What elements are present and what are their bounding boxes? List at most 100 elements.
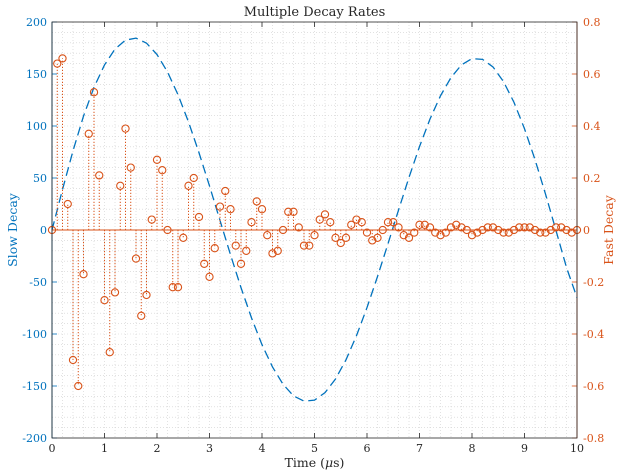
fast-decay-marker: [567, 228, 576, 237]
x-tick-label: 7: [416, 442, 423, 455]
fast-decay-marker: [399, 231, 408, 240]
right-y-tick-label: 0.8: [583, 16, 601, 29]
fast-decay-marker: [431, 228, 440, 237]
fast-decay-marker: [163, 225, 172, 235]
right-y-tick-label: -0.8: [583, 432, 604, 445]
fast-decay-marker: [236, 259, 246, 268]
fast-decay-marker: [284, 207, 293, 216]
fast-decay-marker: [494, 225, 503, 235]
fast-decay-marker: [347, 220, 356, 229]
left-y-tick-label: 200: [26, 16, 47, 29]
fast-decay-marker: [95, 171, 104, 180]
fast-decay-marker: [425, 223, 435, 232]
left-y-tick-label: 100: [26, 120, 47, 133]
fast-decay-marker: [84, 129, 93, 138]
x-axis-label-pre: Time (: [285, 455, 325, 470]
fast-decay-marker: [467, 231, 477, 240]
fast-decay-marker: [189, 173, 198, 183]
fast-decay-marker: [121, 124, 130, 133]
right-y-tick-label: 0.4: [583, 120, 601, 133]
fast-decay-marker: [415, 220, 424, 229]
fast-decay-marker: [378, 225, 387, 235]
fast-decay-marker: [478, 225, 487, 235]
fast-decay-marker: [257, 205, 267, 214]
x-tick-label: 2: [154, 442, 161, 455]
fast-decay-marker: [158, 166, 167, 175]
right-y-tick-label: -0.4: [583, 328, 604, 341]
x-tick-label: 5: [311, 442, 318, 455]
fast-decay-marker: [205, 272, 214, 281]
x-tick-label: 8: [469, 442, 476, 455]
x-tick-label: 9: [521, 442, 528, 455]
fast-decay-marker: [473, 228, 482, 237]
x-axis-label-post: s): [333, 455, 344, 470]
fast-decay-marker: [142, 290, 151, 300]
left-y-tick-label: -50: [29, 276, 47, 289]
fast-decay-marker: [100, 296, 109, 305]
fast-decay-marker: [462, 225, 471, 235]
x-axis-label-mu: μ: [325, 455, 333, 470]
slow-decay-line: [51, 37, 578, 402]
fast-decay-marker: [310, 231, 319, 240]
fast-decay-marker: [58, 54, 67, 63]
right-y-tick-label: 0.6: [583, 68, 601, 81]
fast-decay-marker: [352, 215, 361, 224]
fast-decay-marker: [131, 254, 141, 263]
left-y-tick-label: 150: [26, 68, 47, 81]
x-tick-label: 6: [364, 442, 371, 455]
fast-decay-marker: [341, 233, 351, 242]
fast-decay-marker: [551, 223, 561, 232]
right-y-axis-label: Fast Decay: [601, 194, 616, 265]
fast-decay-marker: [452, 220, 461, 229]
right-y-tick-label: 0.2: [583, 172, 601, 185]
right-y-tick-label: -0.2: [583, 276, 604, 289]
labels: Multiple Decay Rates Time (μs) Slow Deca…: [5, 5, 616, 470]
fast-decay-marker: [305, 241, 314, 250]
chart-title: Multiple Decay Rates: [244, 5, 386, 20]
fast-decay-marker: [221, 186, 230, 196]
fast-decay-marker: [105, 348, 114, 357]
fast-decay-marker: [184, 181, 193, 190]
fast-decay-marker: [509, 225, 519, 235]
x-tick-label: 0: [49, 442, 56, 455]
plot-frame: [51, 21, 578, 439]
fast-decay-marker: [457, 223, 466, 232]
x-axis-label: Time (μs): [285, 455, 345, 470]
fast-decay-marker: [173, 283, 183, 292]
fast-decay-marker: [410, 228, 419, 237]
x-tick-label: 4: [259, 442, 266, 455]
x-tick-label: 3: [206, 442, 213, 455]
fast-decay-marker: [268, 249, 277, 258]
fast-decay-marker: [110, 288, 120, 297]
fast-decay-marker: [252, 197, 261, 206]
fast-decay-marker: [488, 223, 498, 232]
fast-decay-marker: [289, 207, 298, 216]
fast-decay-marker: [79, 270, 88, 279]
fast-decay-marker: [515, 223, 524, 232]
fast-decay-marker: [126, 163, 135, 172]
fast-decay-marker: [562, 225, 571, 235]
fast-decay-marker: [74, 381, 83, 391]
fast-decay-marker: [210, 244, 219, 253]
left-y-tick-label: -100: [22, 328, 47, 341]
fast-decay-marker: [263, 231, 272, 240]
fast-decay-marker: [320, 210, 330, 219]
fast-decay-marker: [168, 283, 177, 292]
fast-decay-marker: [557, 223, 566, 232]
left-y-tick-label: -200: [22, 432, 47, 445]
fast-decay-marker: [242, 246, 251, 255]
fast-decay-marker: [368, 236, 377, 245]
right-y-tick-label: -0.6: [583, 380, 604, 393]
fast-decay-marker: [520, 223, 529, 232]
fast-decay-marker: [483, 223, 492, 232]
fast-decay-marker: [116, 181, 125, 190]
fast-decay-marker: [278, 225, 288, 235]
fast-decay-marker: [420, 220, 429, 229]
left-y-axis-label: Slow Decay: [5, 192, 20, 267]
fast-decay-marker: [373, 233, 382, 242]
fast-decay-marker: [215, 202, 225, 211]
fast-decay-marker: [499, 228, 508, 237]
fast-decay-marker: [336, 238, 345, 248]
left-y-tick-label: -150: [22, 380, 47, 393]
